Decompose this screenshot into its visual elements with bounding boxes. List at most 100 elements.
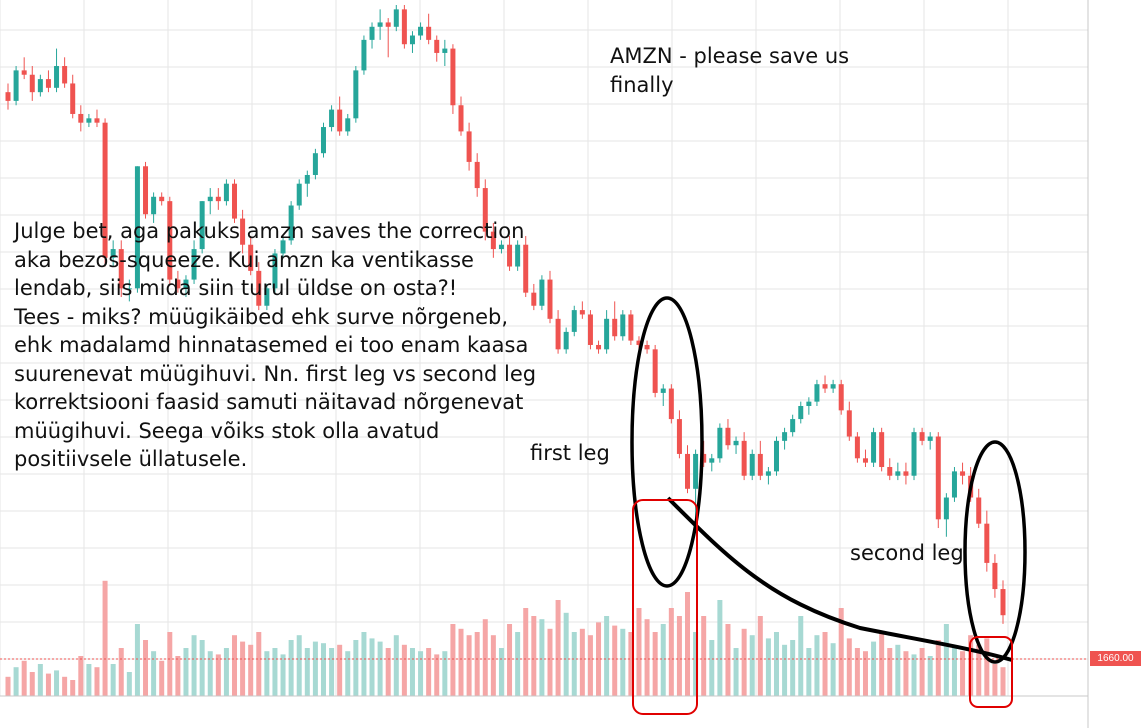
- volume-bar: [426, 648, 432, 696]
- candle-body: [385, 22, 391, 27]
- volume-bar: [628, 632, 634, 696]
- candle-body: [118, 249, 124, 289]
- candle-body: [498, 244, 504, 250]
- volume-bar: [709, 640, 715, 696]
- volume-bar: [175, 656, 181, 696]
- candle-body: [733, 440, 739, 446]
- volume-bar: [830, 643, 836, 696]
- volume-bar: [612, 625, 618, 696]
- second-leg-ellipse: [963, 440, 1027, 664]
- candle-body: [515, 244, 521, 267]
- candle-body: [830, 384, 836, 389]
- volume-bar: [490, 635, 496, 696]
- candle-body: [102, 122, 108, 258]
- candle-body: [458, 105, 464, 132]
- candle-body: [628, 314, 634, 341]
- volume-bar: [450, 624, 456, 696]
- candle-body: [418, 26, 424, 36]
- candle-body: [652, 349, 658, 393]
- candle-body: [393, 9, 399, 27]
- candle-body: [765, 471, 771, 476]
- volume-bar: [636, 608, 642, 696]
- volume-bar: [887, 648, 893, 696]
- candle-body: [143, 166, 149, 215]
- volume-bar: [183, 648, 189, 696]
- candle-body: [474, 161, 480, 189]
- candle-body: [951, 471, 957, 498]
- volume-bar: [498, 648, 504, 696]
- candle-body: [798, 405, 804, 420]
- volume-bar: [515, 632, 521, 696]
- volume-bar: [434, 654, 440, 696]
- candle-body: [701, 453, 707, 463]
- volume-bar: [401, 644, 407, 696]
- volume-bar: [862, 651, 868, 696]
- candle-body: [62, 66, 68, 84]
- volume-bar: [741, 628, 747, 696]
- volume-bar: [223, 648, 229, 696]
- hand-drawn-annotations: [630, 296, 1027, 715]
- volume-bar: [871, 641, 877, 696]
- candle-body: [749, 453, 755, 476]
- volume-bar: [685, 592, 691, 696]
- volume-bar: [45, 673, 51, 696]
- candle-body: [814, 384, 820, 402]
- volume-bar: [523, 608, 529, 696]
- candle-body: [539, 279, 545, 306]
- volume-bar: [29, 672, 35, 696]
- candle-body: [668, 388, 674, 420]
- volume-bar: [280, 654, 286, 696]
- candle-body: [223, 183, 229, 202]
- candle-body: [604, 318, 610, 350]
- candle-body: [725, 427, 731, 446]
- candle-body: [248, 244, 254, 271]
- volume-bar: [838, 608, 844, 696]
- volume-bar: [757, 616, 763, 696]
- candle-body: [660, 388, 666, 393]
- volume-bar: [62, 676, 68, 696]
- candle-body: [741, 440, 747, 476]
- candle-body: [134, 166, 140, 289]
- volume-bar: [507, 624, 513, 696]
- candle-body: [70, 83, 76, 114]
- volume-bar: [773, 632, 779, 696]
- volume-bar: [353, 640, 359, 696]
- volume-bar: [377, 641, 383, 696]
- second-leg-volume-box: [969, 636, 1013, 708]
- candle-body: [773, 440, 779, 472]
- volume-bar: [571, 632, 577, 696]
- volume-bar: [70, 680, 76, 696]
- candle-body: [579, 310, 585, 315]
- candle-body: [264, 288, 270, 306]
- volume-bar: [1000, 667, 1006, 696]
- volume-bar: [765, 638, 771, 696]
- candle-body: [110, 249, 116, 258]
- candle-body: [175, 279, 181, 289]
- first-leg-ellipse: [630, 296, 704, 588]
- volume-bar: [199, 640, 205, 696]
- candle-body: [693, 453, 699, 489]
- volume-bar: [604, 616, 610, 696]
- candle-body: [895, 471, 901, 476]
- candle-body: [547, 279, 553, 319]
- volume-bar: [798, 616, 804, 696]
- last-price-tag: 1660.00: [1090, 651, 1141, 666]
- candle-body: [86, 118, 92, 123]
- candle-body: [361, 39, 367, 71]
- volume-bar: [596, 622, 602, 696]
- candle-body: [426, 26, 432, 40]
- candle-body: [296, 183, 302, 206]
- candle-body: [37, 79, 43, 93]
- volume-bar: [466, 635, 472, 696]
- volume-bar: [78, 656, 84, 696]
- candle-body: [903, 471, 909, 476]
- candle-body: [862, 458, 868, 463]
- candle-body: [183, 279, 189, 289]
- volume-bars: [5, 580, 1006, 696]
- volume-bar: [644, 619, 650, 696]
- candle-body: [1000, 589, 1006, 616]
- volume-bar: [749, 635, 755, 696]
- candle-body: [571, 310, 577, 332]
- candle-body: [13, 70, 19, 101]
- first-leg-label: first leg: [530, 441, 610, 465]
